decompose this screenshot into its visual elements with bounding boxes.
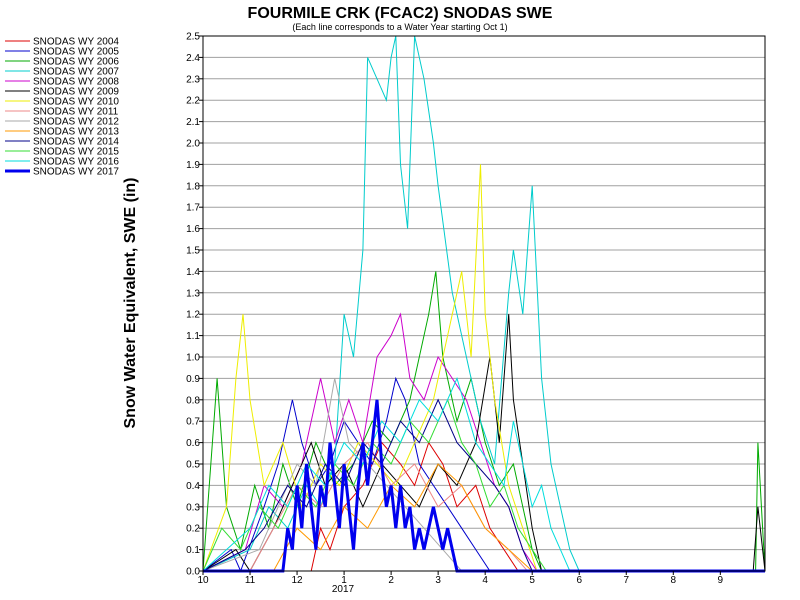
x-tick-label: 2 [388, 575, 394, 586]
legend-label-wy2011: SNODAS WY 2011 [33, 107, 119, 118]
y-tick-label: 2.2 [186, 96, 200, 107]
y-tick-label: 0.6 [186, 438, 200, 449]
y-tick-label: 1.8 [186, 181, 200, 192]
y-tick-label: 1.0 [186, 353, 200, 364]
legend-label-wy2009: SNODAS WY 2009 [33, 87, 119, 98]
legend-label-wy2007: SNODAS WY 2007 [33, 67, 119, 78]
y-tick-label: 2.1 [186, 117, 200, 128]
series-line-wy2013 [203, 463, 765, 572]
y-tick-label: 0.0 [186, 567, 200, 578]
x-tick-label: 3 [435, 575, 441, 586]
chart-subtitle: (Each line corresponds to a Water Year s… [292, 22, 507, 32]
y-tick-label: 0.5 [186, 460, 200, 471]
x-tick-label: 11 [245, 575, 256, 586]
y-tick-label: 2.0 [186, 139, 200, 150]
y-tick-label: 1.3 [186, 288, 200, 299]
y-tick-label: 2.4 [186, 53, 200, 64]
legend-label-wy2013: SNODAS WY 2013 [33, 127, 119, 138]
y-tick-label: 0.9 [186, 374, 200, 385]
grid-lines [203, 35, 765, 572]
legend-label-wy2016: SNODAS WY 2016 [33, 157, 119, 168]
series-lines [202, 35, 766, 573]
x-axis-year-label: 2017 [332, 584, 355, 595]
legend-label-wy2010: SNODAS WY 2010 [33, 97, 119, 108]
series-line-wy2009 [202, 314, 766, 572]
series-line-wy2006 [202, 271, 766, 572]
legend-label-wy2017: SNODAS WY 2017 [33, 167, 119, 178]
legend-label-wy2012: SNODAS WY 2012 [33, 117, 119, 128]
x-tick-label: 7 [623, 575, 629, 586]
y-tick-label: 2.5 [186, 32, 200, 43]
x-tick-label: 8 [671, 575, 677, 586]
y-tick-label: 1.2 [186, 310, 200, 321]
y-tick-label: 1.5 [186, 246, 200, 257]
x-tick-label: 12 [291, 575, 303, 586]
y-tick-label: 0.2 [186, 524, 200, 535]
chart-title: FOURMILE CRK (FCAC2) SNODAS SWE [248, 5, 553, 22]
legend-label-wy2008: SNODAS WY 2008 [33, 77, 119, 88]
y-tick-label: 0.7 [186, 417, 200, 428]
y-tick-label: 1.1 [186, 331, 200, 342]
x-tick-label: 9 [718, 575, 724, 586]
x-tick-label: 1 [341, 575, 347, 586]
y-tick-label: 0.4 [186, 481, 200, 492]
y-tick-label: 1.6 [186, 224, 200, 235]
y-tick-label: 0.1 [186, 545, 200, 556]
plot-frame [202, 35, 766, 572]
y-axis-label: Snow Water Equivalent, SWE (in) [122, 178, 139, 429]
x-tick-label: 5 [529, 575, 535, 586]
series-line-wy2004 [203, 441, 765, 572]
legend-label-wy2005: SNODAS WY 2005 [33, 47, 119, 58]
legend-label-wy2014: SNODAS WY 2014 [33, 137, 119, 148]
x-tick-label: 4 [482, 575, 488, 586]
y-tick-label: 0.8 [186, 395, 200, 406]
series-line-wy2017 [203, 399, 765, 573]
y-tick-label: 0.3 [186, 502, 200, 513]
x-tick-label: 6 [576, 575, 582, 586]
series-line-wy2016 [202, 376, 765, 572]
legend-label-wy2015: SNODAS WY 2015 [33, 147, 119, 158]
series-line-wy2010 [202, 164, 765, 572]
y-axis-ticks: 0.0 0.1 0.2 0.3 0.4 0.5 0.6 0.7 0.8 0.9 1.0 1.1 1.2 1… [186, 32, 203, 578]
y-tick-label: 2.3 [186, 74, 200, 85]
y-tick-label: 1.4 [186, 267, 200, 278]
legend-label-wy2006: SNODAS WY 2006 [33, 57, 119, 68]
x-tick-label: 10 [197, 575, 209, 586]
y-tick-label: 1.7 [186, 203, 200, 214]
legend-label-wy2004: SNODAS WY 2004 [33, 37, 119, 48]
series-line-wy2007 [202, 35, 765, 572]
x-axis-ticks: 10 11 12 1 2 3 4 5 6 7 8 9 [197, 571, 724, 586]
y-tick-label: 1.9 [186, 160, 200, 171]
series-line-wy2014 [202, 398, 765, 572]
